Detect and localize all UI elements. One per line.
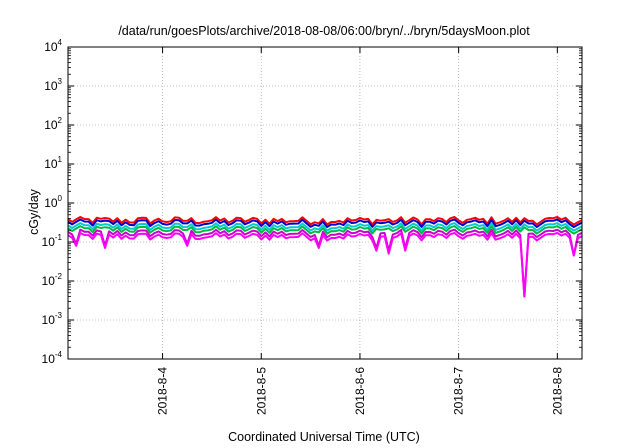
data-series <box>67 216 583 298</box>
y-tick-label: 10-2 <box>42 272 63 288</box>
y-tick-base: 10 <box>42 352 56 366</box>
y-tick-exponent: -2 <box>55 272 63 281</box>
grid-lines <box>68 47 582 359</box>
plot-frame <box>67 46 583 360</box>
series-line-4 <box>67 225 583 235</box>
y-tick-exponent: -4 <box>55 350 63 359</box>
y-tick-base: 10 <box>44 157 58 171</box>
series-line-3 <box>67 222 583 232</box>
y-tick-label: 101 <box>44 155 62 171</box>
y-tick-label: 104 <box>44 38 62 54</box>
x-axis-label: Coordinated Universal Time (UTC) <box>228 430 420 444</box>
y-tick-exponent: 4 <box>58 38 63 47</box>
series-line-1 <box>67 216 583 226</box>
y-tick-base: 10 <box>44 118 58 132</box>
y-tick-exponent: 3 <box>58 77 63 86</box>
y-tick-label: 103 <box>44 77 62 93</box>
x-axis-tick-labels: 2018-8-4 2018-8-5 2018-8-6 2018-8-7 2018-8-8 <box>156 367 565 415</box>
y-tick-label: 10-4 <box>42 350 63 366</box>
series-line-5 <box>67 228 583 298</box>
y-tick-base: 10 <box>42 274 56 288</box>
y-tick-label: 10-3 <box>42 311 63 327</box>
series-line-2 <box>67 218 583 228</box>
chart-title: /data/run/goesPlots/archive/2018-08-08/0… <box>118 24 530 38</box>
y-tick-label: 102 <box>44 116 62 132</box>
series-line-6 <box>67 231 583 298</box>
axis-ticks <box>68 46 582 360</box>
y-tick-exponent: -1 <box>55 233 63 242</box>
y-tick-base: 10 <box>42 313 56 327</box>
y-axis-label: cGy/day <box>27 188 41 235</box>
y-tick-exponent: 1 <box>58 155 63 164</box>
y-tick-base: 10 <box>44 79 58 93</box>
x-tick-label: 2018-8-7 <box>452 367 466 415</box>
x-tick-label: 2018-8-4 <box>156 367 170 415</box>
x-tick-label: 2018-8-8 <box>550 367 564 415</box>
y-tick-base: 10 <box>44 40 58 54</box>
y-tick-label: 100 <box>44 194 62 210</box>
y-tick-base: 10 <box>44 196 58 210</box>
y-tick-label: 10-1 <box>42 233 63 249</box>
x-tick-label: 2018-8-6 <box>353 367 367 415</box>
y-tick-exponent: 0 <box>58 194 63 203</box>
y-tick-base: 10 <box>42 235 56 249</box>
y-tick-exponent: 2 <box>58 116 63 125</box>
x-tick-label: 2018-8-5 <box>254 367 268 415</box>
y-tick-exponent: -3 <box>55 311 63 320</box>
